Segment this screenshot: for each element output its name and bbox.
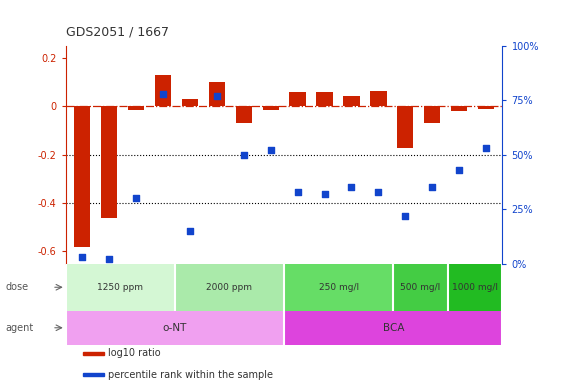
Bar [175,263,284,311]
Bar [393,263,448,311]
Bar [371,91,387,106]
Bar [128,106,144,110]
Point [239,152,248,158]
Text: 500 mg/l: 500 mg/l [400,283,441,292]
Point [266,147,275,154]
Point [455,167,464,173]
Point [428,184,437,190]
Bar [83,352,104,355]
Bar [284,311,502,344]
Text: BCA: BCA [383,323,404,333]
Text: 1250 ppm: 1250 ppm [97,283,143,292]
Text: log10 ratio: log10 ratio [107,348,160,359]
Bar [66,263,175,311]
Bar [263,106,279,110]
Text: dose: dose [6,282,29,292]
Bar [182,99,198,106]
Point [77,254,86,260]
Bar [235,106,252,123]
Bar [343,96,360,106]
Point [374,189,383,195]
Bar [424,106,440,123]
Point [482,145,491,151]
Text: percentile rank within the sample: percentile rank within the sample [107,370,272,380]
Bar [74,106,90,247]
Text: agent: agent [6,323,34,333]
Text: 250 mg/l: 250 mg/l [319,283,359,292]
Bar [451,106,468,111]
Point [104,256,114,262]
Bar [66,311,284,344]
Bar [289,92,305,106]
Text: 1000 mg/l: 1000 mg/l [452,283,498,292]
Point [212,93,221,99]
Point [347,184,356,190]
Bar [100,106,117,218]
Bar [284,263,393,311]
Bar [83,373,104,376]
Bar [397,106,413,147]
Point [293,189,302,195]
Point [131,195,140,201]
Text: o-NT: o-NT [163,323,187,333]
Bar [208,82,225,106]
Point [401,213,410,219]
Bar [155,75,171,106]
Point [320,191,329,197]
Bar [316,92,332,106]
Point [158,91,167,97]
Point [185,228,194,234]
Bar [478,106,494,109]
Text: 2000 ppm: 2000 ppm [207,283,252,292]
Bar [448,263,502,311]
Text: GDS2051 / 1667: GDS2051 / 1667 [66,25,168,38]
